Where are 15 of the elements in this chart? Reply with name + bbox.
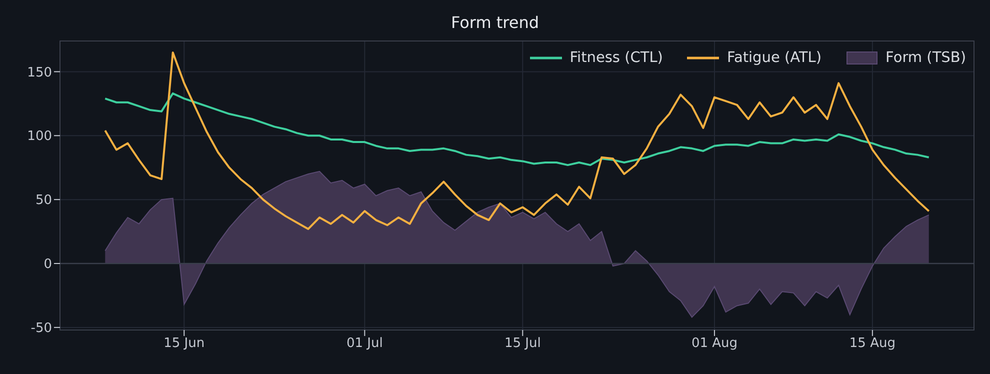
x-tick-label: 15 Jun — [164, 336, 205, 352]
x-tick-label: 15 Jul — [504, 336, 541, 352]
legend-label: Form (TSB) — [886, 50, 966, 66]
y-tick-label: 50 — [35, 193, 52, 208]
line-series — [104, 92, 930, 166]
x-tick-label: 15 Aug — [849, 336, 896, 352]
y-tick-label: -50 — [30, 321, 52, 336]
legend-label: Fitness (CTL) — [570, 50, 663, 66]
legend-label: Fatigue (ATL) — [726, 50, 822, 66]
x-tick-label: 01 Aug — [691, 336, 738, 352]
x-tick-label: 01 Jul — [346, 336, 383, 352]
y-tick-label: 0 — [44, 257, 52, 272]
chart-title: Form trend — [450, 13, 540, 32]
y-tick-label: 100 — [27, 129, 52, 144]
y-tick-label: 150 — [27, 65, 52, 80]
